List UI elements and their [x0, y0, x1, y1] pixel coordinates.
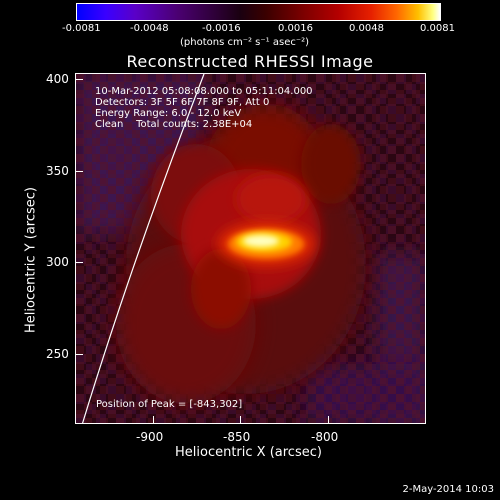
colorbar-tick-label: 0.0081 [420, 23, 455, 34]
time-range-text: 10-Mar-2012 05:08:08.000 to 05:11:04.000 [95, 86, 313, 97]
solar-limb-curve [81, 74, 205, 423]
y-tick-label: 400 [46, 72, 69, 86]
rhessi-image-plot: 10-Mar-2012 05:08:08.000 to 05:11:04.000… [75, 73, 426, 424]
x-axis-label: Heliocentric X (arcsec) [175, 445, 322, 460]
x-tick-mark [153, 416, 154, 424]
y-tick-mark [75, 171, 83, 172]
x-tick-mark [240, 416, 241, 424]
x-tick-label: -850 [223, 430, 251, 444]
y-tick-mark [75, 354, 83, 355]
colorbar-tick-label: 0.0016 [278, 23, 313, 34]
y-tick-label: 350 [46, 164, 69, 178]
colorbar-unit: (photons cm⁻² s⁻¹ asec⁻²) [180, 37, 310, 48]
clean-counts-text: Clean Total counts: 2.38E+04 [95, 119, 253, 130]
colorbar [76, 3, 441, 21]
generation-date: 2-May-2014 10:03 [402, 484, 494, 495]
y-tick-label: 300 [46, 255, 69, 269]
peak-position-text: Position of Peak = [-843,302] [96, 399, 243, 410]
x-tick-label: -900 [136, 430, 164, 444]
colorbar-tick-label: 0.0048 [349, 23, 384, 34]
y-axis-label: Heliocentric Y (arcsec) [23, 187, 39, 333]
colorbar-tick-label: -0.0081 [62, 23, 101, 34]
colorbar-tick-label: -0.0016 [202, 23, 241, 34]
x-tick-mark [328, 416, 329, 424]
y-tick-label: 250 [46, 347, 69, 361]
image-title: Reconstructed RHESSI Image [126, 52, 374, 71]
x-tick-label: -800 [311, 430, 339, 444]
detectors-text: Detectors: 3F 5F 6F 7F 8F 9F, Att 0 [95, 97, 270, 108]
colorbar-tick-label: -0.0048 [130, 23, 169, 34]
rhessi-image [76, 74, 425, 423]
y-tick-mark [75, 262, 83, 263]
energy-range-text: Energy Range: 6.0 - 12.0 keV [95, 108, 242, 119]
y-tick-mark [75, 79, 83, 80]
